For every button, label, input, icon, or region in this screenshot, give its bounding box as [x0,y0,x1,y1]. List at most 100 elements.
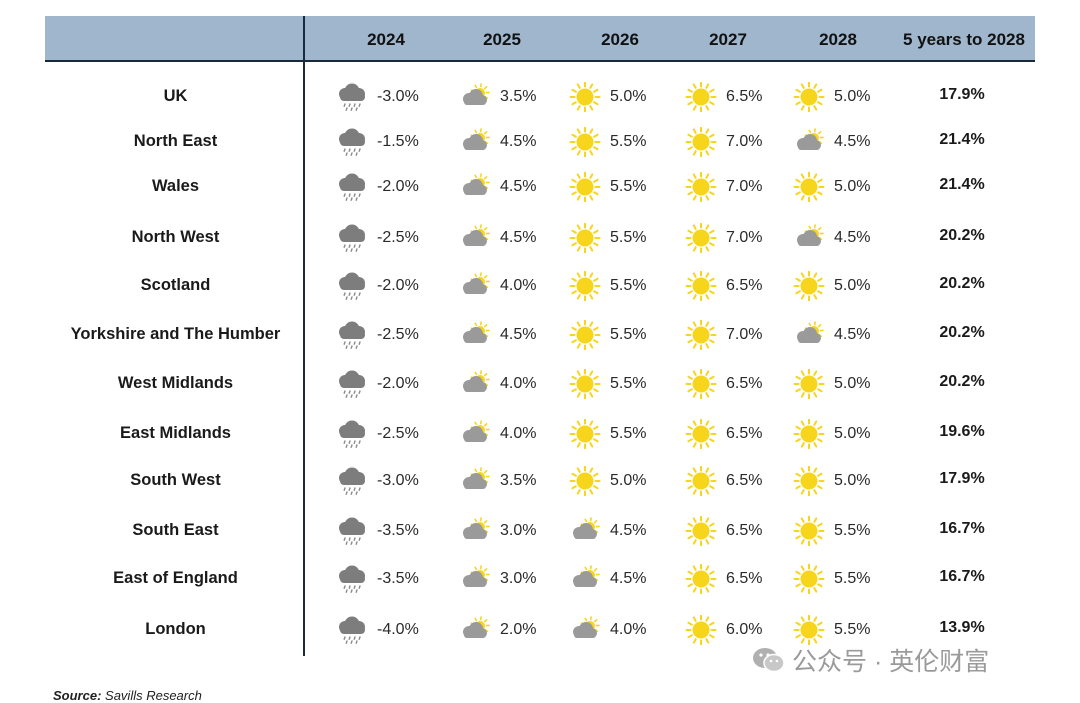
forecast-cell: 4.0% [568,615,683,645]
growth-value: -2.5% [377,229,419,246]
growth-value: 3.0% [500,522,537,539]
forecast-cell: 3.0% [458,564,573,594]
sun-icon [684,368,718,400]
growth-value: 3.5% [500,88,537,105]
column-header: 2026 [601,30,639,49]
forecast-cell: 5.0% [792,418,907,450]
sun-cloud-icon [458,564,492,594]
forecast-cell: 4.5% [458,172,573,202]
wechat-icon [752,646,786,681]
sun-icon [684,515,718,547]
row-label: South West [130,471,221,489]
forecast-cell: 7.0% [684,126,799,158]
forecast-cell: 5.5% [792,563,907,595]
forecast-cell: -2.0% [335,271,450,301]
rain-cloud-icon [335,320,369,350]
sun-cloud-icon [458,419,492,449]
forecast-cell: 5.5% [568,222,683,254]
rain-cloud-icon [335,223,369,253]
sun-icon [568,81,602,113]
forecast-cell: 5.0% [792,368,907,400]
sun-icon [568,319,602,351]
forecast-cell: 4.5% [458,223,573,253]
growth-value: 5.0% [834,472,871,489]
column-header: 2024 [367,30,405,49]
rain-cloud-icon [335,615,369,645]
sun-icon [792,563,826,595]
sun-cloud-icon [458,223,492,253]
growth-value: 4.5% [500,178,537,195]
growth-value: -1.5% [377,133,419,150]
growth-value: 6.5% [726,277,763,294]
forecast-cell: -1.5% [335,127,450,157]
sun-icon [792,368,826,400]
sun-icon [568,171,602,203]
rain-cloud-icon [335,369,369,399]
growth-value: 7.0% [726,326,763,343]
growth-value: -2.5% [377,425,419,442]
sun-icon [684,81,718,113]
forecast-cell: 4.5% [792,320,907,350]
sun-cloud-icon [458,82,492,112]
forecast-cell: 6.5% [684,81,799,113]
sun-icon [792,614,826,646]
sun-cloud-icon [458,466,492,496]
sun-cloud-icon [458,615,492,645]
growth-value: 5.5% [834,570,871,587]
growth-value: 5.5% [834,522,871,539]
rain-cloud-icon [335,172,369,202]
sun-icon [684,126,718,158]
growth-value: 6.5% [726,88,763,105]
growth-value: 5.5% [610,229,647,246]
sun-icon [792,418,826,450]
growth-value: 5.5% [610,133,647,150]
sun-icon [568,418,602,450]
sun-icon [792,465,826,497]
forecast-cell: 5.5% [568,368,683,400]
forecast-cell: 6.0% [684,614,799,646]
forecast-cell: 4.0% [458,271,573,301]
forecast-cell: 6.5% [684,368,799,400]
five-year-total: 20.2% [939,275,985,292]
sun-cloud-icon [458,369,492,399]
growth-value: 4.0% [500,425,537,442]
row-label: North East [133,132,218,150]
row-label: West Midlands [117,374,234,392]
sun-icon [684,319,718,351]
sun-cloud-icon [792,127,826,157]
forecast-cell: 3.5% [458,466,573,496]
growth-value: 4.0% [500,375,537,392]
forecast-cell: -3.5% [335,564,450,594]
forecast-cell: 5.0% [792,81,907,113]
sun-icon [684,563,718,595]
sun-cloud-icon [568,564,602,594]
rain-cloud-icon [335,271,369,301]
sun-cloud-icon [458,320,492,350]
forecast-cell: -4.0% [335,615,450,645]
growth-value: 4.5% [610,522,647,539]
growth-value: 3.0% [500,570,537,587]
forecast-cell: 7.0% [684,222,799,254]
growth-value: -3.5% [377,522,419,539]
growth-value: 6.5% [726,522,763,539]
sun-icon [792,81,826,113]
forecast-cell: -2.0% [335,172,450,202]
sun-icon [684,614,718,646]
rain-cloud-icon [335,82,369,112]
growth-value: -3.0% [377,88,419,105]
row-label: Yorkshire and The Humber [70,325,281,343]
header-rule [45,60,1035,62]
forecast-cell: -2.5% [335,419,450,449]
growth-value: 6.5% [726,472,763,489]
row-label: South East [132,521,219,539]
growth-value: 6.5% [726,570,763,587]
sun-cloud-icon [568,615,602,645]
five-year-total: 16.7% [939,568,985,585]
forecast-cell: 4.5% [792,127,907,157]
column-header: 5 years to 2028 [903,30,1025,49]
sun-icon [568,465,602,497]
forecast-cell: 6.5% [684,563,799,595]
growth-value: 5.0% [834,277,871,294]
column-header: 2025 [483,30,521,49]
forecast-cell: 6.5% [684,515,799,547]
